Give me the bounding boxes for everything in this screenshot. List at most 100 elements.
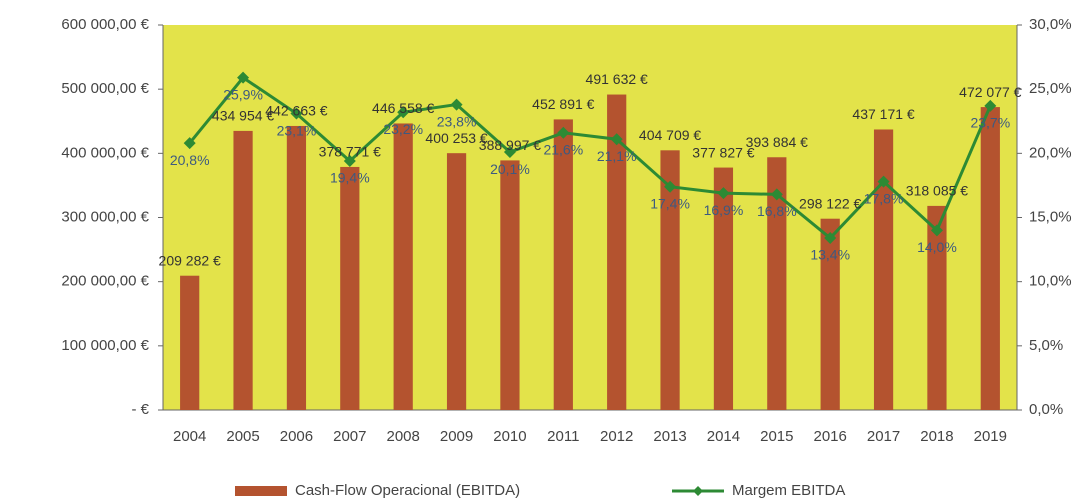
bar-value-label: 209 282 € (159, 252, 221, 268)
line-value-label: 13,4% (810, 247, 850, 263)
marker (664, 180, 677, 193)
x-tick-label: 2016 (814, 428, 847, 445)
marker (450, 98, 463, 111)
y2-tick-label: 20,0% (1029, 144, 1072, 161)
bar-value-label: 446 558 € (372, 100, 434, 116)
bar-value-label: 318 085 € (906, 183, 968, 199)
y-tick-label: - € (131, 401, 149, 418)
x-tick-label: 2011 (547, 428, 579, 445)
line-value-label: 23,8% (437, 113, 477, 129)
line-value-label: 25,9% (223, 86, 263, 102)
marker (824, 232, 837, 245)
bar-value-label: 472 077 € (959, 84, 1021, 100)
bar (180, 275, 200, 410)
bar (980, 107, 1000, 410)
marker (343, 155, 356, 168)
bar-value-label: 491 632 € (586, 71, 648, 87)
bar-value-label: 400 253 € (425, 130, 487, 146)
x-tick-label: 2005 (226, 428, 259, 445)
y2-tick-label: 30,0% (1029, 16, 1072, 33)
line-value-label: 23,2% (383, 121, 423, 137)
x-tick-label: 2009 (440, 428, 473, 445)
y-tick-label: 300 000,00 € (61, 208, 149, 225)
bar-value-label: 437 171 € (852, 106, 914, 122)
marker (557, 126, 570, 139)
line-value-label: 21,1% (597, 148, 637, 164)
x-tick-label: 2018 (920, 428, 953, 445)
bar (446, 153, 467, 410)
x-tick-label: 2006 (280, 428, 313, 445)
legend-swatch (235, 486, 287, 496)
y-tick-label: 500 000,00 € (61, 80, 149, 97)
bar-value-label: 404 709 € (639, 127, 701, 143)
marker (290, 107, 303, 120)
bar (340, 166, 360, 410)
line-value-label: 17,4% (650, 195, 690, 211)
y2-tick-label: 15,0% (1029, 208, 1072, 225)
marker (984, 99, 997, 112)
y2-tick-label: 25,0% (1029, 80, 1072, 97)
marker (717, 187, 730, 200)
bar-value-label: 452 891 € (532, 96, 594, 112)
legend-label: Margem EBITDA (732, 482, 845, 499)
bar (660, 150, 680, 411)
bar-value-label: 388 997 € (479, 137, 541, 153)
legend-marker (693, 486, 703, 496)
bar (393, 123, 413, 410)
bar (607, 94, 627, 410)
bar (927, 205, 947, 410)
y2-tick-label: 5,0% (1029, 337, 1063, 354)
x-tick-label: 2012 (600, 428, 633, 445)
bar-value-label: 378 771 € (319, 144, 381, 160)
line-value-label: 16,8% (757, 203, 797, 219)
bar (873, 129, 894, 411)
marker (397, 106, 410, 119)
line-value-label: 20,1% (490, 161, 530, 177)
y-tick-label: 400 000,00 € (61, 144, 149, 161)
bar (767, 157, 787, 410)
bar (713, 167, 734, 410)
x-tick-label: 2014 (707, 428, 740, 445)
bar (500, 160, 520, 410)
marker (237, 71, 250, 84)
line-value-label: 19,4% (330, 170, 370, 186)
x-tick-label: 2015 (760, 428, 793, 445)
marker (930, 224, 943, 237)
marker (183, 137, 196, 150)
x-tick-label: 2008 (387, 428, 420, 445)
line-value-label: 14,0% (917, 239, 957, 255)
marker (770, 188, 783, 201)
bar-value-label: 298 122 € (799, 195, 861, 211)
x-tick-label: 2019 (974, 428, 1007, 445)
bar (286, 125, 307, 410)
x-tick-label: 2013 (653, 428, 686, 445)
marker (503, 146, 516, 159)
x-tick-label: 2004 (173, 428, 206, 445)
bar (820, 218, 840, 410)
line-value-label: 21,6% (543, 142, 583, 158)
line (188, 75, 992, 241)
bar-value-label: 442 663 € (265, 103, 327, 119)
x-tick-label: 2010 (493, 428, 526, 445)
line-value-label: 23,7% (970, 115, 1010, 131)
bar-value-label: 377 827 € (692, 144, 754, 160)
x-tick-label: 2017 (867, 428, 900, 445)
marker (610, 133, 623, 146)
legend-label: Cash-Flow Operacional (EBITDA) (295, 482, 520, 499)
bar-value-label: 434 954 € (212, 108, 274, 124)
y-tick-label: 100 000,00 € (61, 337, 149, 354)
line-value-label: 16,9% (704, 202, 744, 218)
y-tick-label: 200 000,00 € (61, 273, 149, 290)
line-value-label: 20,8% (170, 152, 210, 168)
marker (877, 175, 890, 188)
bar (233, 130, 253, 410)
y-tick-label: 600 000,00 € (61, 16, 149, 33)
line-value-label: 23,1% (277, 122, 317, 138)
bar (553, 119, 573, 410)
y2-tick-label: 10,0% (1029, 273, 1072, 290)
bar-value-label: 393 884 € (746, 134, 808, 150)
y2-tick-label: 0,0% (1029, 401, 1063, 418)
line-value-label: 17,8% (864, 190, 904, 206)
x-tick-label: 2007 (333, 428, 366, 445)
